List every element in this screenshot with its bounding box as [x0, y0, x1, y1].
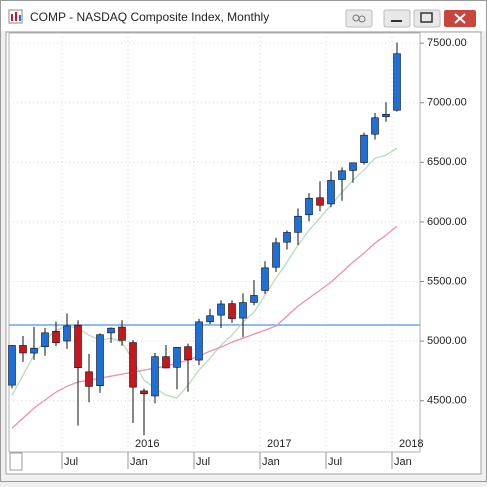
x-tick-label: Jan — [394, 456, 412, 468]
candle-body — [349, 162, 357, 171]
candle-body — [250, 295, 258, 303]
y-tick-label: 6000.00 — [427, 216, 467, 228]
candle-body — [239, 302, 247, 319]
candle-body — [338, 170, 346, 180]
candle-body — [195, 321, 203, 361]
candle-body — [85, 371, 93, 387]
y-tick-label: 5500.00 — [427, 275, 467, 287]
y-tick-label: 4500.00 — [427, 395, 467, 407]
candle-body — [327, 180, 335, 205]
candle-body — [206, 315, 214, 323]
candle-body — [360, 134, 368, 163]
maximize-button[interactable] — [413, 9, 441, 28]
year-label: 2017 — [267, 438, 291, 450]
candle-body — [371, 117, 379, 135]
minimize-button[interactable] — [383, 9, 411, 28]
chart-panel — [5, 31, 482, 475]
candle-body — [173, 347, 181, 368]
candle-body — [52, 330, 60, 343]
close-button[interactable] — [444, 10, 476, 27]
y-tick-label: 7000.00 — [427, 97, 467, 109]
x-tick-label: Jan — [262, 456, 280, 468]
moving-average — [11, 225, 398, 429]
candle-body — [74, 324, 82, 369]
candle-body — [129, 342, 137, 388]
candle-body — [118, 326, 126, 341]
link-button[interactable] — [345, 9, 373, 28]
candle-body — [305, 197, 313, 216]
candle-body — [316, 197, 324, 206]
plot: 4500.00 5000.00 5500.00 6000.00 6500.00 7000.… — [8, 33, 467, 469]
candle-body — [8, 345, 16, 386]
window-title: COMP - NASDAQ Composite Index, Monthly — [30, 10, 269, 24]
year-label: 2018 — [399, 438, 423, 450]
candle-body — [228, 303, 236, 319]
candle-body — [140, 390, 148, 395]
candle-body — [217, 303, 225, 316]
y-tick-label: 5000.00 — [427, 335, 467, 347]
y-tick-label: 6500.00 — [427, 156, 467, 168]
candle-body — [272, 242, 280, 268]
candle-body — [283, 232, 291, 243]
candle-body — [96, 334, 104, 387]
candle-body — [151, 356, 159, 397]
scroll-thumb[interactable] — [9, 452, 23, 471]
candle-body — [184, 346, 192, 361]
x-tick-label: Jul — [64, 456, 78, 468]
candle-body — [162, 356, 170, 369]
candle-body — [261, 267, 269, 291]
x-tick-label: Jul — [196, 456, 210, 468]
app-icon — [8, 9, 23, 24]
candle-body — [294, 215, 302, 233]
y-tick-label: 7500.00 — [427, 37, 467, 49]
candle-body — [19, 345, 27, 354]
x-tick-label: Jan — [130, 456, 148, 468]
year-label: 2016 — [135, 438, 159, 450]
x-tick-label: Jul — [328, 456, 342, 468]
plot-area — [8, 32, 421, 453]
candle-body — [382, 113, 390, 117]
candle-body — [63, 325, 71, 342]
candle-body — [393, 53, 401, 111]
candle-body — [107, 327, 115, 334]
candle-body — [30, 347, 38, 354]
candle-body — [41, 332, 49, 348]
